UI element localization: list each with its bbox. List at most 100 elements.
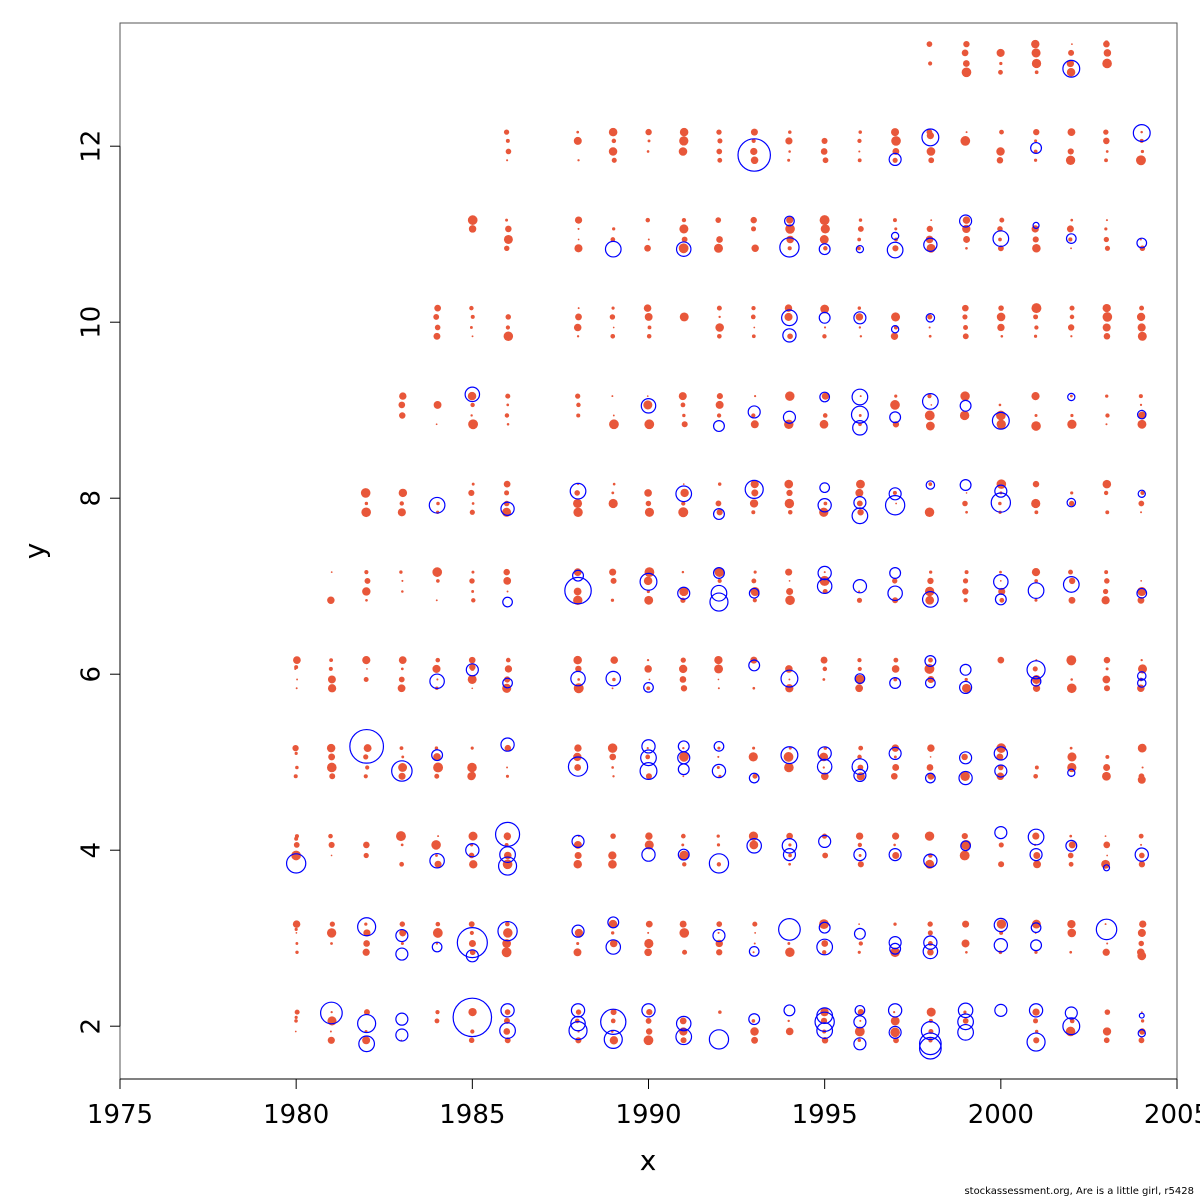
- open-point: [567, 756, 589, 777]
- filled-point: [646, 658, 650, 662]
- filled-point: [930, 404, 933, 406]
- filled-point: [996, 147, 1005, 156]
- filled-point: [926, 1007, 936, 1017]
- filled-point: [927, 577, 934, 585]
- filled-point: [610, 333, 616, 339]
- open-point: [677, 763, 690, 776]
- filled-point: [363, 677, 369, 682]
- filled-point: [1140, 580, 1143, 582]
- open-point: [710, 584, 728, 602]
- filled-point: [1031, 39, 1040, 49]
- filled-point: [751, 1036, 759, 1044]
- filled-point: [857, 237, 862, 242]
- filled-point: [893, 755, 897, 759]
- open-point: [816, 578, 833, 594]
- filled-point: [506, 159, 509, 162]
- filled-point: [362, 948, 370, 956]
- filled-point: [502, 859, 513, 870]
- filled-point: [612, 775, 615, 778]
- open-point: [819, 482, 831, 494]
- filled-point: [892, 832, 900, 840]
- open-point: [778, 918, 801, 941]
- open-point: [852, 579, 868, 594]
- filled-point: [929, 570, 933, 574]
- filled-point: [643, 576, 653, 586]
- filled-point: [927, 675, 935, 683]
- filled-point: [786, 587, 794, 596]
- filled-point: [644, 312, 653, 321]
- filled-point: [679, 850, 689, 861]
- open-point: [429, 852, 445, 869]
- filled-point: [435, 657, 441, 663]
- filled-point: [1140, 149, 1145, 154]
- open-point: [853, 496, 867, 510]
- filled-point: [471, 590, 475, 593]
- filled-point: [714, 655, 723, 665]
- filled-point: [503, 577, 512, 585]
- open-point: [921, 591, 939, 608]
- filled-point: [1140, 658, 1143, 662]
- filled-point: [1105, 667, 1109, 671]
- filled-point: [433, 753, 441, 761]
- filled-point: [399, 412, 406, 419]
- open-point: [888, 935, 902, 950]
- filled-point: [821, 833, 828, 839]
- filled-point: [293, 656, 301, 664]
- filled-point: [398, 676, 405, 683]
- open-point: [888, 847, 902, 862]
- filled-point: [645, 920, 653, 928]
- filled-point: [1103, 841, 1111, 849]
- filled-point: [612, 677, 616, 682]
- filled-point: [679, 676, 687, 683]
- filled-point: [610, 598, 615, 602]
- open-point: [816, 1022, 834, 1039]
- filled-point: [360, 488, 371, 498]
- filled-point: [890, 947, 900, 958]
- open-point: [748, 659, 761, 672]
- filled-point: [470, 402, 475, 408]
- filled-point: [398, 656, 407, 665]
- open-point: [639, 761, 658, 780]
- open-point: [853, 1015, 867, 1029]
- open-point: [675, 1015, 692, 1032]
- x-tick-label: 1975: [87, 1100, 153, 1130]
- filled-point: [327, 1036, 335, 1044]
- filled-point: [1032, 666, 1038, 672]
- filled-point: [682, 862, 687, 867]
- filled-point: [855, 674, 865, 685]
- filled-point: [467, 391, 477, 401]
- filled-point: [681, 570, 685, 574]
- open-point: [1030, 922, 1042, 934]
- filled-point: [999, 61, 1003, 66]
- filled-point: [611, 306, 615, 310]
- filled-point: [856, 246, 861, 251]
- filled-point: [787, 333, 793, 340]
- filled-point: [576, 941, 580, 946]
- filled-point: [859, 395, 862, 398]
- filled-point: [468, 419, 479, 430]
- filled-point: [926, 147, 936, 156]
- filled-point: [822, 766, 825, 769]
- filled-point: [435, 854, 438, 857]
- open-point: [887, 585, 903, 602]
- filled-point: [962, 920, 970, 928]
- filled-point: [468, 656, 476, 664]
- x-tick-label: 2005: [1144, 1100, 1200, 1130]
- filled-point: [647, 139, 651, 143]
- open-point: [994, 593, 1007, 606]
- filled-point: [717, 746, 721, 750]
- open-point: [675, 1028, 693, 1046]
- open-point: [320, 1001, 343, 1025]
- open-point: [675, 485, 693, 503]
- filled-point: [753, 570, 757, 574]
- open-point: [959, 479, 972, 492]
- filled-point: [608, 127, 618, 137]
- filled-point: [611, 766, 614, 769]
- filled-point: [785, 947, 795, 958]
- open-point: [497, 856, 518, 876]
- filled-point: [959, 850, 970, 861]
- filled-point: [960, 136, 971, 146]
- open-point: [851, 758, 869, 775]
- filled-point: [292, 744, 299, 752]
- open-point: [711, 763, 727, 779]
